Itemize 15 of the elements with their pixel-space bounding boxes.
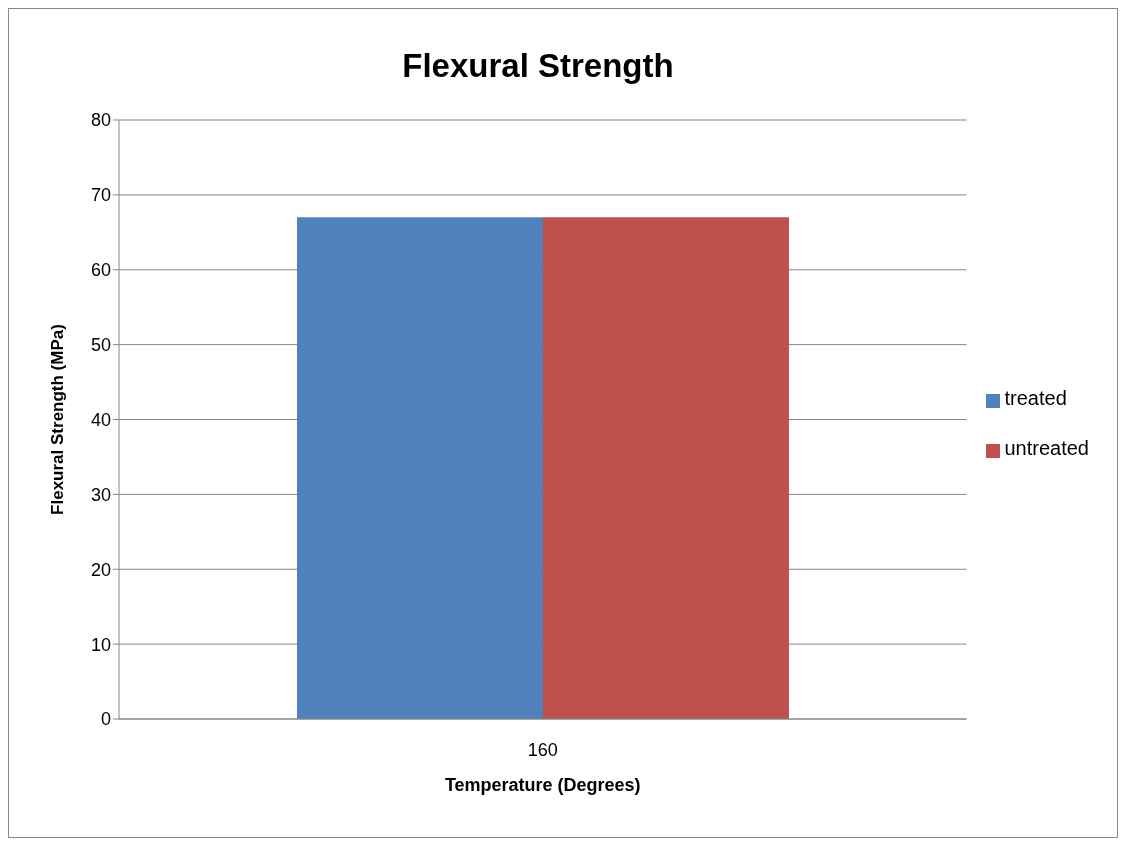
y-tick-label: 60 — [90, 260, 111, 281]
y-tick-label: 80 — [90, 110, 111, 131]
y-tick-label: 70 — [90, 185, 111, 206]
legend-label: untreated — [1004, 437, 1089, 459]
y-tick-label: 40 — [90, 409, 111, 430]
x-axis-title: Temperature (Degrees) — [444, 775, 641, 795]
y-tick-label: 0 — [100, 709, 111, 730]
x-tick-label: 160 — [527, 739, 558, 760]
y-tick-label: 50 — [90, 335, 111, 356]
legend-label: treated — [1004, 387, 1067, 409]
chart-title: Flexural Strength — [401, 47, 675, 85]
y-tick-label: 20 — [90, 559, 111, 580]
y-axis-title: Flexural Strength (MPa) — [48, 324, 68, 515]
y-tick-label: 10 — [90, 634, 111, 655]
y-tick-label: 30 — [90, 484, 111, 505]
